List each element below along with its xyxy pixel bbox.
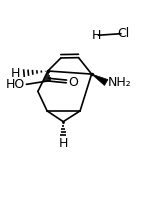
Text: Cl: Cl [118,27,130,40]
Polygon shape [92,74,108,85]
Text: O: O [68,76,78,89]
Text: H: H [92,29,101,42]
Text: H: H [58,137,68,150]
Text: H: H [11,67,20,80]
Text: NH₂: NH₂ [108,76,132,89]
Text: HO: HO [6,78,25,91]
